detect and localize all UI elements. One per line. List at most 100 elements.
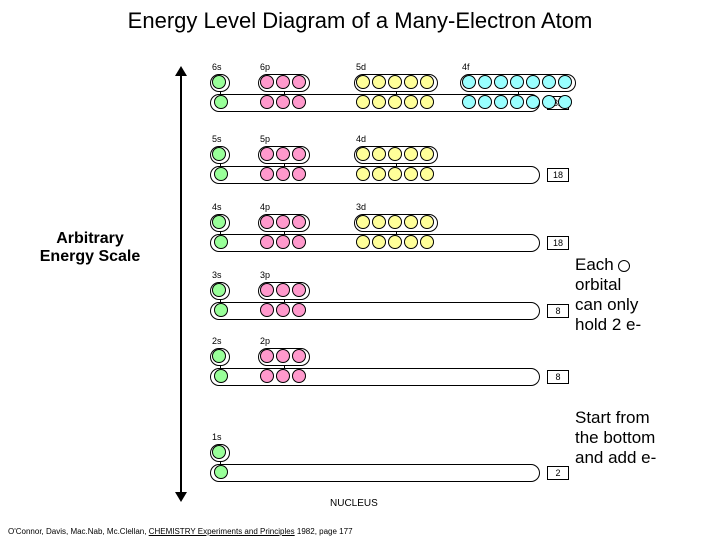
orbital-d — [388, 167, 402, 181]
note-2-c: and add e- — [575, 448, 656, 467]
capacity-box: 2 — [547, 466, 569, 480]
subshell-label: 3d — [356, 202, 366, 212]
orbital-p — [276, 369, 290, 383]
orbital-d — [388, 75, 402, 89]
orbital-p — [260, 369, 274, 383]
subshell-label: 6s — [212, 62, 222, 72]
orbital-p — [260, 303, 274, 317]
subshell-label: 4f — [462, 62, 470, 72]
orbital-d — [404, 215, 418, 229]
subshell-label: 5p — [260, 134, 270, 144]
orbital-p — [276, 283, 290, 297]
orbital-d — [420, 75, 434, 89]
orbital-f — [542, 95, 556, 109]
axis-label-line-2: Energy Scale — [40, 248, 141, 265]
orbital-p — [292, 167, 306, 181]
subshell-label: 5d — [356, 62, 366, 72]
orbital-p — [292, 349, 306, 363]
subshell-label: 4s — [212, 202, 222, 212]
subshell-label: 6p — [260, 62, 270, 72]
orbital-d — [420, 167, 434, 181]
orbital-d — [404, 235, 418, 249]
orbital-d — [404, 167, 418, 181]
nucleus-label: NUCLEUS — [330, 498, 378, 509]
axis-label: Arbitrary Energy Scale — [30, 230, 150, 266]
orbital-p — [292, 369, 306, 383]
orbital-f — [510, 75, 524, 89]
orbital-p — [292, 303, 306, 317]
orbital-f — [462, 95, 476, 109]
orbital-f — [478, 75, 492, 89]
orbital-d — [420, 215, 434, 229]
orbital-d — [372, 215, 386, 229]
orbital-s — [212, 349, 226, 363]
subshell-label: 3s — [212, 270, 222, 280]
orbital-d — [388, 147, 402, 161]
capacity-box: 8 — [547, 304, 569, 318]
subshell-label: 2p — [260, 336, 270, 346]
orbital-p — [276, 235, 290, 249]
orbital-d — [404, 75, 418, 89]
orbital-d — [372, 167, 386, 181]
orbital-d — [420, 235, 434, 249]
orbital-d — [388, 235, 402, 249]
orbital-d — [372, 75, 386, 89]
orbital-f — [558, 95, 572, 109]
orbital-f — [558, 75, 572, 89]
orbital-d — [404, 95, 418, 109]
capacity-box: 18 — [547, 168, 569, 182]
orbital-d — [372, 147, 386, 161]
orbital-p — [276, 349, 290, 363]
orbital-p — [260, 147, 274, 161]
orbital-p — [276, 215, 290, 229]
orbital-d — [420, 147, 434, 161]
orbital-s — [212, 75, 226, 89]
orbital-f — [542, 75, 556, 89]
orbital-p — [260, 235, 274, 249]
note-1-a: Each — [575, 255, 614, 274]
orbital-f — [526, 95, 540, 109]
subshell-label: 4p — [260, 202, 270, 212]
orbital-d — [372, 95, 386, 109]
orbital-f — [478, 95, 492, 109]
subshell-label: 1s — [212, 432, 222, 442]
subshell-label: 2s — [212, 336, 222, 346]
orbital-p — [276, 75, 290, 89]
orbital-p — [292, 215, 306, 229]
orbital-d — [372, 235, 386, 249]
citation: O'Connor, Davis, Mac.Nab, Mc.Clellan, CH… — [8, 527, 353, 536]
citation-year: 1982, page 177 — [297, 527, 353, 536]
note-2-a: Start from — [575, 408, 650, 427]
orbital-p — [276, 303, 290, 317]
orbital-p — [292, 95, 306, 109]
subshell-label: 4d — [356, 134, 366, 144]
orbital-d — [356, 167, 370, 181]
orbital-p — [276, 95, 290, 109]
orbital-d — [404, 147, 418, 161]
orbital-p — [260, 215, 274, 229]
orbital-f — [526, 75, 540, 89]
orbital-d — [388, 215, 402, 229]
orbital-p — [260, 349, 274, 363]
shell-bar — [210, 464, 540, 482]
orbital-p — [260, 75, 274, 89]
orbital-p — [260, 283, 274, 297]
capacity-box: 18 — [547, 236, 569, 250]
orbital-d — [356, 75, 370, 89]
orbital-s — [212, 445, 226, 459]
orbital-s — [214, 95, 228, 109]
energy-axis-arrow-down — [175, 492, 187, 502]
orbital-s — [212, 215, 226, 229]
note-orbital-capacity: Each orbital can only hold 2 e- — [575, 255, 710, 335]
orbital-s — [214, 167, 228, 181]
orbital-p — [276, 147, 290, 161]
orbital-f — [494, 75, 508, 89]
orbital-s — [214, 235, 228, 249]
orbital-p — [292, 147, 306, 161]
orbital-d — [356, 95, 370, 109]
orbital-d — [356, 147, 370, 161]
citation-authors: O'Connor, Davis, Mac.Nab, Mc.Clellan, — [8, 527, 149, 536]
axis-label-line-1: Arbitrary — [56, 230, 124, 247]
orbital-p — [260, 167, 274, 181]
legend-orbital-icon — [618, 260, 630, 272]
